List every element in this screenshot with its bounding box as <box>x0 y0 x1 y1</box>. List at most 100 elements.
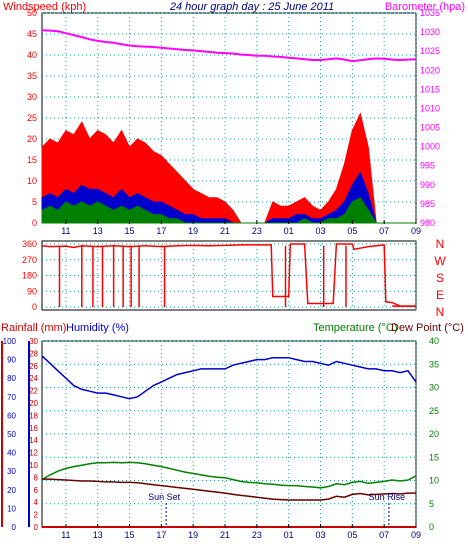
humidity-y-label-8: 80 <box>7 374 16 383</box>
humidity-y-label-4: 40 <box>7 449 16 458</box>
rainfall-y-label-13: 26 <box>29 362 38 371</box>
barometer-y-label-3: 995 <box>420 161 435 171</box>
series-humidity <box>41 355 417 400</box>
wind-x-label-1: 13 <box>93 226 103 236</box>
wind-x-label-9: 05 <box>347 226 357 236</box>
annotation-label-0: Sun Set <box>148 492 181 502</box>
temperature-y-label-1: 5 <box>429 499 434 509</box>
wind-x-label-3: 17 <box>156 226 166 236</box>
direction-series <box>41 243 416 307</box>
wind-x-ticks: 11 13 15 17 19 21 23 01 03 05 07 09 <box>61 220 421 236</box>
temp-x-label-0: 11 <box>61 530 70 540</box>
rainfall-y-label-14: 28 <box>29 349 38 358</box>
compass-label-0: N <box>436 237 445 251</box>
barometer-y-label-5: 1005 <box>420 123 440 133</box>
humidity-y-label-6: 60 <box>7 411 16 420</box>
direction-y-label-1: 90 <box>27 286 37 296</box>
wind-barometer-panel: Windspeed (kph) 24 hour graph day : 25 J… <box>3 1 465 236</box>
humidity-y-label-9: 90 <box>7 356 16 365</box>
wind-y-label-0: 0 <box>32 218 37 228</box>
humidity-y-label-3: 30 <box>7 467 16 476</box>
wind-y-label-5: 25 <box>27 113 37 123</box>
series-barometer <box>41 29 417 63</box>
temperature-y-ticks: 0 5 10 15 20 25 30 35 40 <box>429 336 439 532</box>
wind-y-label-9: 45 <box>27 29 37 39</box>
wind-y-label-4: 20 <box>27 134 37 144</box>
rainfall-axis-label: Rainfall (mm) <box>1 322 66 334</box>
barometer-y-label-10: 1030 <box>420 27 440 37</box>
wind-y-label-6: 30 <box>27 92 37 102</box>
compass-label-1: W <box>434 254 446 268</box>
temperature-y-label-3: 15 <box>429 452 439 462</box>
temp-x-label-9: 05 <box>347 530 357 540</box>
direction-y-label-3: 270 <box>22 255 37 265</box>
humidity-y-label-10: 100 <box>3 337 17 346</box>
humidity-y-label-1: 10 <box>7 504 16 513</box>
rainfall-y-label-6: 12 <box>29 449 38 458</box>
humidity-y-label-0: 0 <box>12 523 17 532</box>
wind-y-label-7: 35 <box>27 71 37 81</box>
barometer-y-label-8: 1020 <box>420 65 440 75</box>
wind-y-label-1: 5 <box>32 197 37 207</box>
temp-x-label-3: 17 <box>156 530 166 540</box>
barometer-y-label-4: 1000 <box>420 142 440 152</box>
wind-y-label-3: 15 <box>27 155 37 165</box>
temp-x-label-4: 19 <box>188 530 198 540</box>
rainfall-y-label-9: 18 <box>29 411 38 420</box>
barometer-y-label-7: 1015 <box>420 84 440 94</box>
direction-y-ticks: 0 90 180 270 360 <box>22 239 37 312</box>
temperature-y-label-0: 0 <box>429 522 434 532</box>
barometer-y-label-1: 985 <box>420 199 435 209</box>
temp-x-label-7: 01 <box>284 530 294 540</box>
wind-y-label-10: 50 <box>27 8 37 18</box>
barometer-y-label-9: 1025 <box>420 46 440 56</box>
wind-y-ticks: 0 5 10 15 20 25 30 35 40 45 50 <box>27 8 37 228</box>
rainfall-y-label-3: 6 <box>34 486 39 495</box>
rainfall-y-label-7: 14 <box>29 436 38 445</box>
barometer-y-ticks: 980 985 990 995 1000 1005 1010 1015 1020 1025 1030… <box>420 8 440 228</box>
compass-label-4: N <box>436 305 445 319</box>
humidity-y-ticks: 0 10 20 30 40 50 60 70 80 90 100 <box>3 337 17 532</box>
barometer-y-label-11: 1035 <box>420 8 440 18</box>
temp-x-label-8: 03 <box>316 530 326 540</box>
wind-x-label-10: 07 <box>379 226 389 236</box>
direction-y-label-0: 0 <box>32 302 37 312</box>
temperature-y-label-7: 35 <box>429 359 439 369</box>
temperature-x-ticks: 11 13 15 17 19 21 23 01 03 05 07 09 <box>61 524 421 540</box>
rainfall-y-label-12: 24 <box>29 374 38 383</box>
series-dewpoint <box>42 478 416 501</box>
temperature-axis-label: Temperature (°C) <box>313 322 397 334</box>
compass-label-3: E <box>436 288 444 302</box>
rainfall-y-label-1: 2 <box>34 511 39 520</box>
rainfall-y-label-5: 10 <box>29 461 38 470</box>
temp-x-label-5: 21 <box>220 530 230 540</box>
rainfall-y-label-0: 0 <box>34 523 39 532</box>
wind-y-label-8: 40 <box>27 50 37 60</box>
direction-gridlines <box>42 241 417 310</box>
rainfall-y-label-11: 22 <box>29 387 38 396</box>
series-average <box>41 197 416 224</box>
wind-x-label-7: 01 <box>284 226 294 236</box>
wind-x-label-0: 11 <box>61 226 70 236</box>
temp-x-label-6: 23 <box>252 530 262 540</box>
temperature-y-label-8: 40 <box>429 336 439 346</box>
wind-x-label-5: 21 <box>220 226 230 236</box>
temperature-y-label-6: 30 <box>429 383 439 393</box>
temp-x-label-2: 15 <box>125 530 135 540</box>
wind-x-label-11: 09 <box>411 226 421 236</box>
temperature-y-label-5: 25 <box>429 406 439 416</box>
rainfall-y-label-15: 30 <box>29 337 38 346</box>
windspeed-axis-label: Windspeed (kph) <box>3 1 86 13</box>
temperature-y-label-2: 10 <box>429 476 439 486</box>
wind-x-label-4: 19 <box>188 226 198 236</box>
barometer-y-label-2: 990 <box>420 180 435 190</box>
barometer-y-label-0: 980 <box>420 218 435 228</box>
temperature-humidity-panel: Rainfall (mm) Humidity (%) Temperature (… <box>1 322 464 540</box>
humidity-y-label-7: 70 <box>7 393 16 402</box>
temp-x-label-11: 09 <box>411 530 421 540</box>
temp-x-label-10: 07 <box>379 530 389 540</box>
temperature-series <box>41 355 417 528</box>
humidity-y-label-5: 50 <box>7 430 16 439</box>
